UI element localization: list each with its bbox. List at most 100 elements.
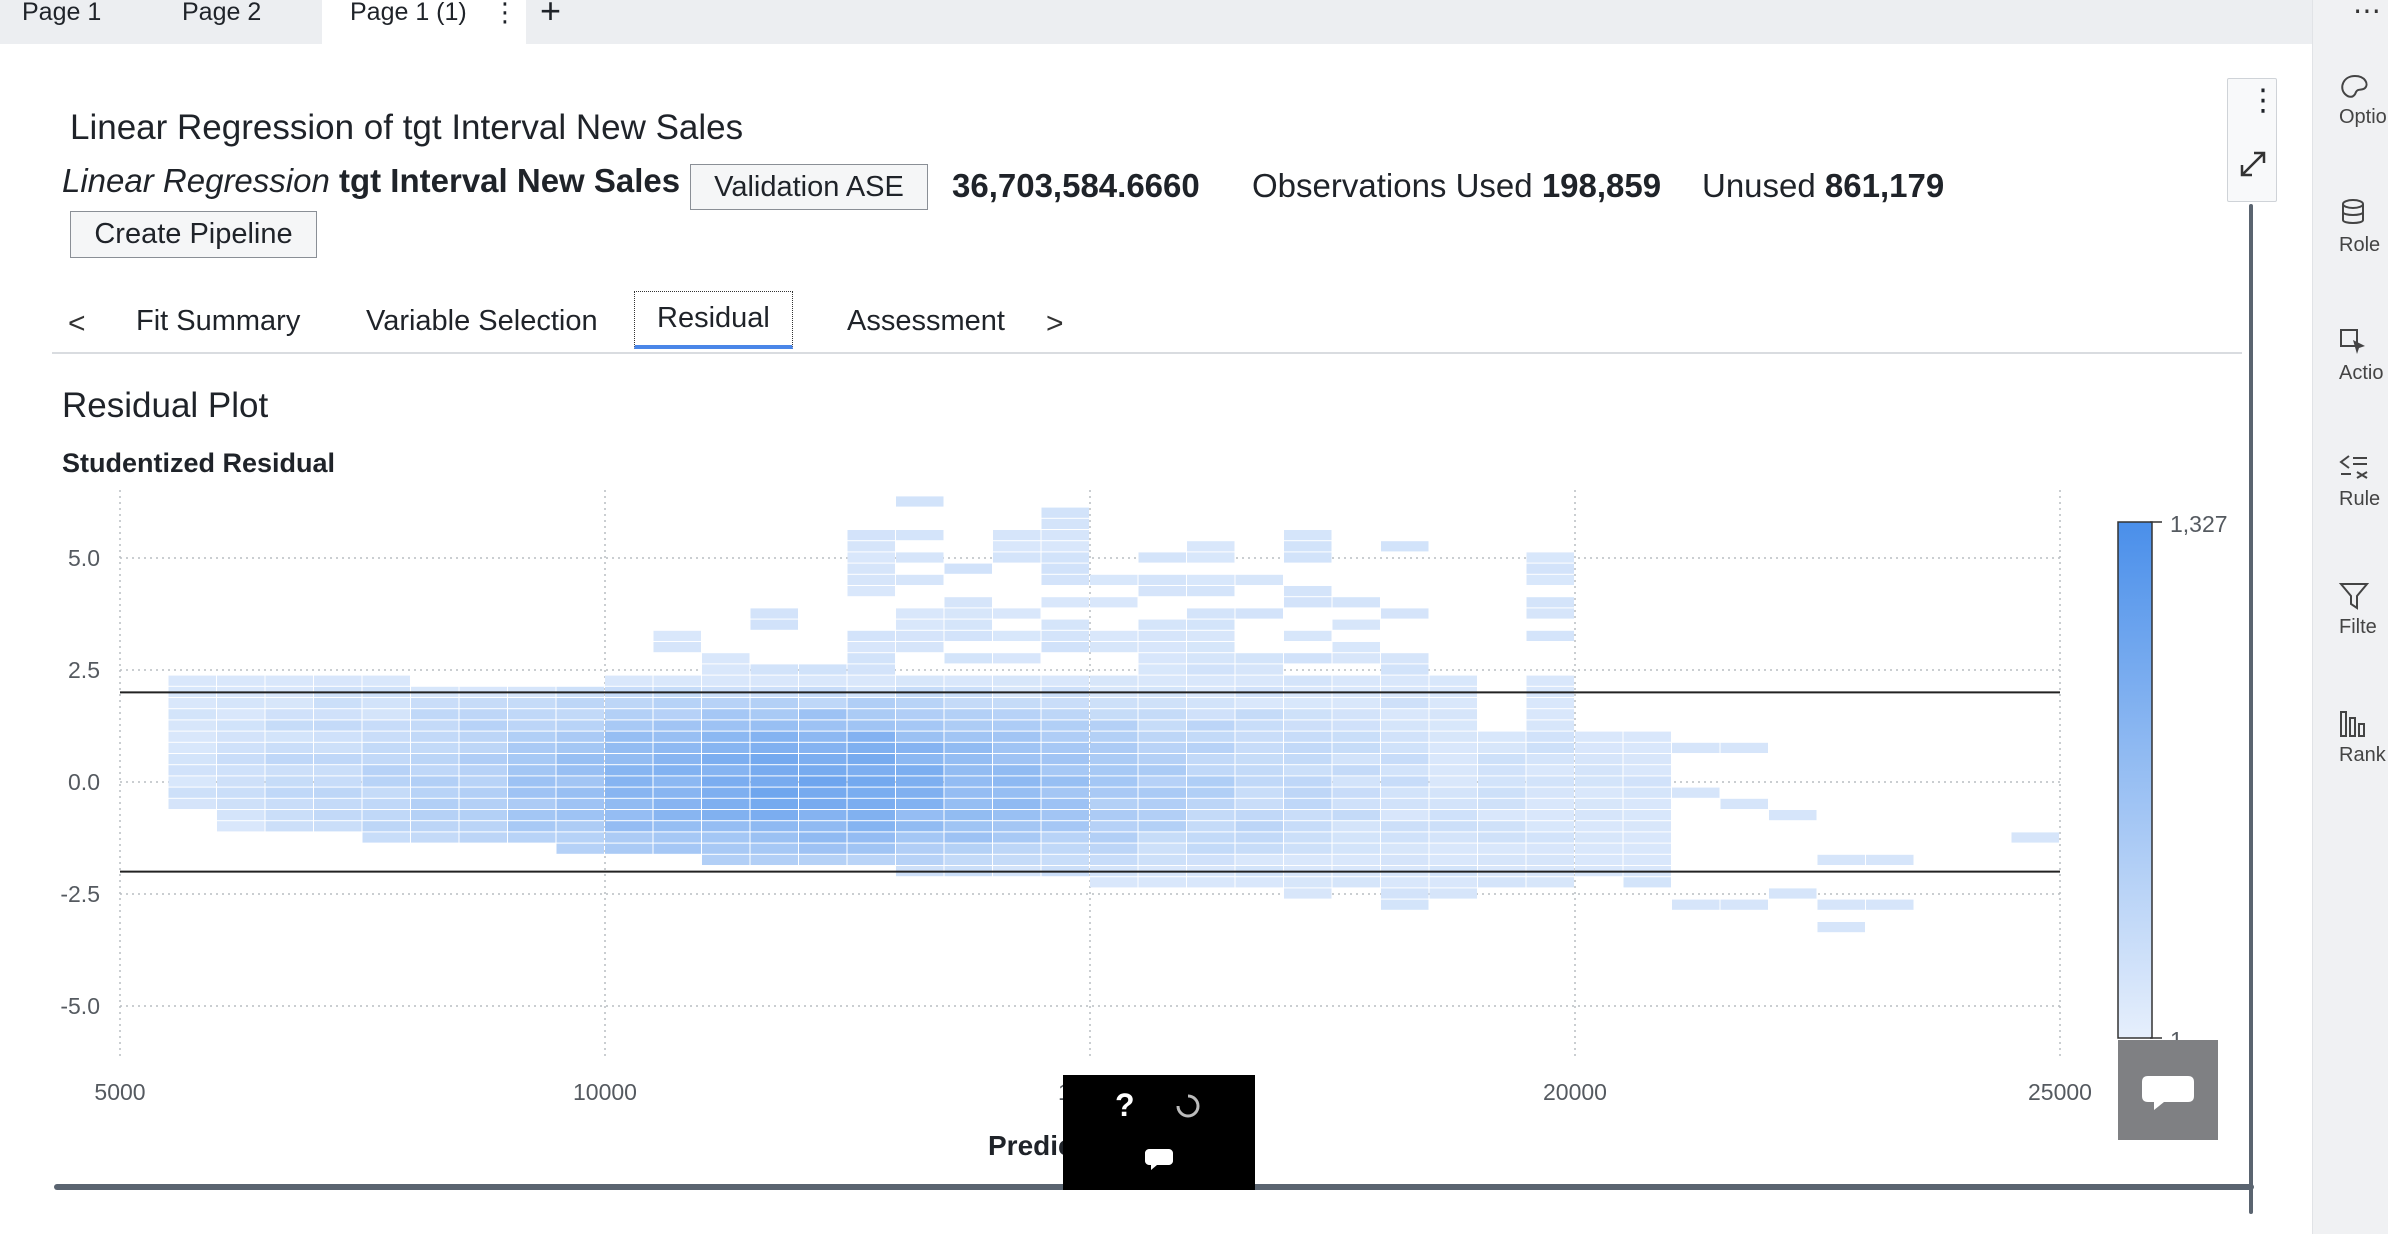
page-tab-page-1[interactable]: Page 1 [22,0,102,26]
heatmap-bin [847,810,895,821]
heatmap-bin [217,810,265,821]
heatmap-bin [1526,854,1574,865]
create-pipeline-button[interactable]: Create Pipeline [70,211,317,258]
heatmap-bin [1041,754,1089,765]
heatmap-bin [1526,597,1574,608]
heatmap-bin [1041,541,1089,552]
heatmap-bin [944,742,992,753]
tab-variable-selection[interactable]: Variable Selection [366,305,598,337]
chat-button[interactable] [2118,1040,2218,1140]
heatmap-bin [314,742,362,753]
heatmap-bin [944,810,992,821]
page-tab-page-2[interactable]: Page 2 [182,0,262,26]
heatmap-bin [1381,698,1429,709]
heatmap-bin [653,630,701,641]
help-icon[interactable]: ? [1115,1087,1135,1123]
heatmap-bin [1381,653,1429,664]
heatmap-bin [265,810,313,821]
chat-icon[interactable] [1143,1145,1175,1173]
heatmap-bin [944,821,992,832]
rail-item-actions[interactable]: Actio [2313,326,2388,385]
heatmap-bin [1235,754,1283,765]
observations-unused: Unused 861,179 [1702,164,1944,208]
rules-icon [2339,455,2368,479]
heatmap-bin [1090,854,1138,865]
heatmap-bins [168,496,2059,933]
heatmap-bin [1090,630,1138,641]
heatmap-bin [217,675,265,686]
heatmap-bin [1332,798,1380,809]
rail-item-roles[interactable]: Role [2313,198,2388,257]
heatmap-bin [702,765,750,776]
heatmap-bin [1284,765,1332,776]
heatmap-bin [508,731,556,742]
unused-value: 861,179 [1824,167,1945,204]
heatmap-bin [1332,720,1380,731]
heatmap-bin [1332,653,1380,664]
heatmap-bin [168,720,216,731]
heatmap-bin [1429,798,1477,809]
rail-item-rank[interactable]: Rank [2313,708,2388,767]
heatmap-bin [847,630,895,641]
heatmap-bin [605,731,653,742]
heatmap-bin [1381,731,1429,742]
heatmap-bin [750,754,798,765]
tab-assessment[interactable]: Assessment [847,305,1005,337]
heatmap-bin [993,765,1041,776]
heatmap-bin [411,810,459,821]
heatmap-bin [1866,854,1914,865]
help-widget[interactable]: ? [1063,1075,1255,1190]
heatmap-bin [896,642,944,653]
tab-residual[interactable]: Residual [634,291,793,349]
heatmap-bin [653,765,701,776]
heatmap-bin [847,832,895,843]
vertical-scrollbar[interactable] [2249,204,2253,1214]
heatmap-bin [896,810,944,821]
validation-ase-button[interactable]: Validation ASE [690,164,928,210]
heatmap-bin [1235,653,1283,664]
rail-item-rules[interactable]: Rule [2313,452,2388,511]
heatmap-bin [896,630,944,641]
heatmap-bin [1429,754,1477,765]
heatmap-bin [1041,787,1089,798]
heatmap-bin [1138,798,1186,809]
heatmap-bin [1138,630,1186,641]
add-page-icon[interactable]: + [540,0,562,31]
more-options-icon[interactable]: ⋯ [2353,0,2381,26]
heatmap-bin [993,798,1041,809]
heatmap-bin [1429,821,1477,832]
heatmap-bin [265,731,313,742]
object-menu-icon[interactable]: ⋮ [2248,84,2278,117]
heatmap-bin [217,765,265,776]
heatmap-bin [1720,798,1768,809]
rail-item-filters[interactable]: Filte [2313,580,2388,639]
heatmap-bin [1235,798,1283,809]
heatmap-bin [1138,675,1186,686]
tab-fit-summary[interactable]: Fit Summary [136,305,301,337]
heatmap-bin [1138,742,1186,753]
heatmap-bin [1041,821,1089,832]
heatmap-bin [896,530,944,541]
heatmap-bin [1041,854,1089,865]
tabs-next-icon[interactable]: > [1046,307,1064,340]
page-tab-menu-icon[interactable]: ⋮ [492,0,518,27]
maximize-icon[interactable] [2238,149,2268,179]
tabs-prev-icon[interactable]: < [68,307,86,340]
heatmap-bin [217,776,265,787]
page-tab-page-1-1[interactable]: Page 1 (1) [322,0,526,44]
heatmap-bin [1235,574,1283,585]
heatmap-bin [1090,720,1138,731]
heatmap-bin [1478,832,1526,843]
heatmap-bin [750,765,798,776]
heatmap-bin [896,709,944,720]
heatmap-bin [896,742,944,753]
heatmap-bin [1138,619,1186,630]
heatmap-bin [1187,821,1235,832]
y-tick-label: -2.5 [60,881,100,907]
heatmap-bin [1720,742,1768,753]
heatmap-bin [944,776,992,787]
heatmap-bin [1187,854,1235,865]
rail-item-options[interactable]: Optio [2313,70,2388,129]
heatmap-bin [1526,720,1574,731]
heatmap-bin [750,776,798,787]
